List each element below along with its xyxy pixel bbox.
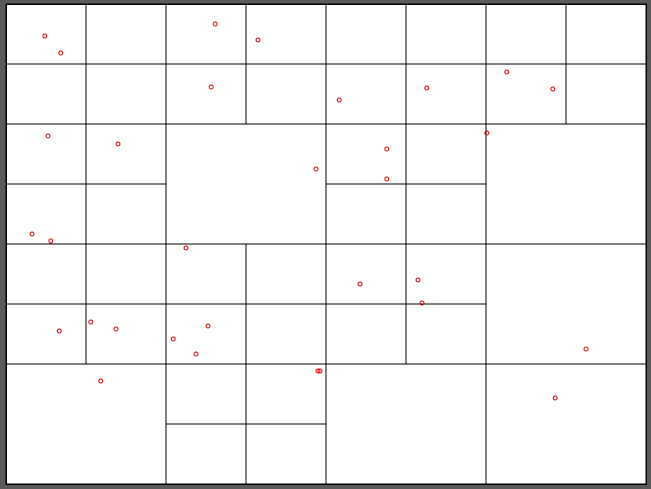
data-point bbox=[115, 141, 121, 147]
data-point bbox=[315, 368, 321, 374]
data-point bbox=[98, 378, 104, 384]
data-point bbox=[58, 50, 64, 56]
data-point bbox=[317, 368, 323, 374]
data-point bbox=[504, 69, 510, 75]
data-point bbox=[212, 21, 218, 27]
data-point bbox=[170, 336, 176, 342]
data-point bbox=[205, 323, 211, 329]
data-point bbox=[583, 346, 589, 352]
data-point bbox=[484, 130, 490, 136]
data-point bbox=[48, 238, 54, 244]
data-point bbox=[29, 231, 35, 237]
data-point bbox=[208, 84, 214, 90]
data-point bbox=[88, 319, 94, 325]
data-point bbox=[550, 86, 556, 92]
diagram-border bbox=[5, 3, 647, 485]
data-point bbox=[415, 277, 421, 283]
data-point bbox=[113, 326, 119, 332]
data-point bbox=[183, 245, 189, 251]
data-point bbox=[424, 85, 430, 91]
data-point bbox=[45, 133, 51, 139]
data-point bbox=[552, 395, 558, 401]
data-point bbox=[42, 33, 48, 39]
data-point bbox=[384, 146, 390, 152]
data-point bbox=[255, 37, 261, 43]
data-point bbox=[193, 351, 199, 357]
data-point bbox=[357, 281, 363, 287]
data-point bbox=[313, 166, 319, 172]
points-layer bbox=[29, 21, 589, 401]
cells-layer bbox=[5, 3, 647, 485]
data-point bbox=[336, 97, 342, 103]
data-point bbox=[419, 300, 425, 306]
data-point bbox=[56, 328, 62, 334]
data-point bbox=[384, 176, 390, 182]
